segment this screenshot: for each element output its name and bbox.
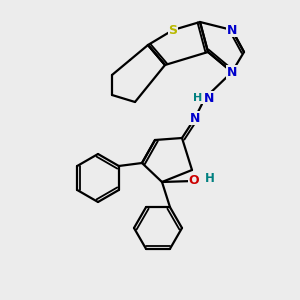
Text: S: S	[169, 23, 178, 37]
Text: N: N	[227, 65, 237, 79]
Text: N: N	[227, 23, 237, 37]
Text: H: H	[205, 172, 215, 184]
Text: O: O	[189, 175, 199, 188]
Text: N: N	[204, 92, 214, 104]
Text: H: H	[194, 93, 202, 103]
Text: N: N	[190, 112, 200, 124]
